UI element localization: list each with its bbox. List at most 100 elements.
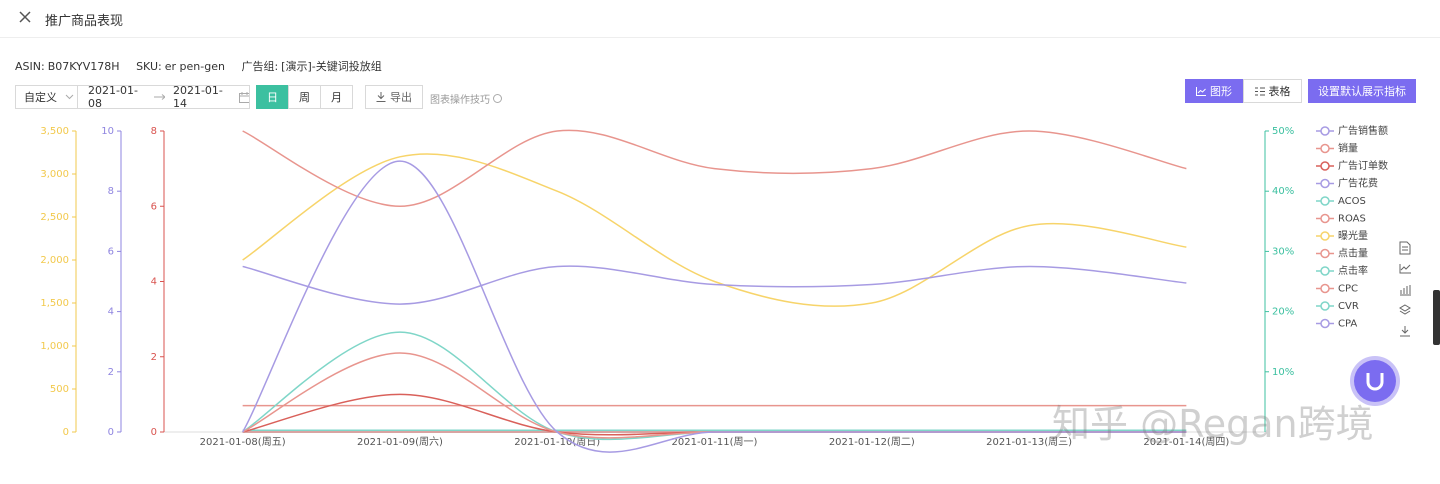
legend-label: 点击率 <box>1338 264 1368 277</box>
header: 推广商品表现 <box>0 0 1440 38</box>
granularity-month[interactable]: 月 <box>320 85 353 109</box>
x-tick-label: 2021-01-13(周三) <box>986 436 1072 448</box>
series-line <box>241 160 1187 453</box>
chart-icon <box>1196 86 1206 96</box>
legend-marker <box>1320 283 1330 294</box>
y-tick-label: 8 <box>108 186 114 197</box>
download-icon <box>376 92 386 102</box>
legend-marker <box>1320 266 1330 276</box>
end-date: 2021-01-14 <box>172 84 223 110</box>
legend-label: CPA <box>1338 319 1357 330</box>
legend-label: 广告销售额 <box>1338 124 1388 137</box>
y-tick-label: 50% <box>1272 126 1294 137</box>
export-button[interactable]: 导出 <box>365 85 423 109</box>
help-icon <box>493 94 502 103</box>
table-icon <box>1254 87 1265 95</box>
legend-marker <box>1320 248 1330 259</box>
info-row: ASIN: B07KYV178H SKU: er pen-gen 广告组: [演示]-… <box>15 58 395 74</box>
y-tick-label: 40% <box>1272 186 1294 197</box>
y-tick-label: 500 <box>50 384 69 395</box>
legend-marker <box>1320 196 1330 206</box>
y-tick-label: 1,500 <box>40 298 69 309</box>
tool-line <box>1399 264 1411 274</box>
y-tick-label: 6 <box>151 201 157 212</box>
y-tick-label: 6 <box>108 246 114 257</box>
tool-data-view <box>1399 241 1411 255</box>
y-tick-label: 1,000 <box>40 341 69 352</box>
granularity-day[interactable]: 日 <box>256 85 289 109</box>
tool-stack <box>1399 304 1411 315</box>
y-tick-label: 30% <box>1272 246 1294 257</box>
legend-marker <box>1320 213 1330 224</box>
legend-label: 曝光量 <box>1338 229 1368 242</box>
range-select[interactable]: 自定义 <box>15 85 78 109</box>
y-tick-label: 2,000 <box>40 255 69 266</box>
date-range[interactable]: 2021-01-08 2021-01-14 <box>77 84 250 110</box>
arrow <box>154 94 165 100</box>
export-text: 导出 <box>390 91 412 104</box>
title: 推广商品表现 <box>45 14 124 29</box>
legend-label: 点击量 <box>1338 248 1368 260</box>
range-select-text: 自定义 <box>24 91 57 104</box>
calendar-icon <box>239 91 249 103</box>
side-tab <box>1433 290 1440 345</box>
x-tick-label: 2021-01-11(周一) <box>672 436 758 448</box>
x-tick-label: 2021-01-09(周六) <box>357 436 443 448</box>
view-table-text: 表格 <box>1268 85 1291 98</box>
legend-label: ACOS <box>1338 196 1366 207</box>
granularity: 日 周 月 <box>256 85 353 109</box>
y-tick-label: 0 <box>151 427 157 438</box>
y-tick-label: 2 <box>108 367 114 378</box>
view-chart-text: 图形 <box>1210 85 1232 98</box>
legend-marker <box>1320 231 1330 241</box>
x-tick-label: 2021-01-08(周五) <box>200 436 286 448</box>
watermark: 知乎 @Regan跨境 <box>1052 402 1374 446</box>
chevron <box>65 94 74 100</box>
legend-marker <box>1320 143 1330 154</box>
assistant-badge-icon <box>1366 373 1384 391</box>
info-value: er pen-gen <box>164 60 225 73</box>
y-tick-label: 10% <box>1272 367 1294 378</box>
y-tick-label: 8 <box>151 126 157 137</box>
legend-label: 销量 <box>1338 142 1358 155</box>
view-chart[interactable]: 图形 <box>1185 79 1243 103</box>
close-icon[interactable] <box>19 11 31 23</box>
legend-marker <box>1320 161 1330 171</box>
info-label: 广告组: <box>241 60 279 73</box>
series-line <box>242 153 1187 307</box>
start-date: 2021-01-08 <box>88 84 138 110</box>
y-tick-label: 2 <box>151 352 157 363</box>
tips-link[interactable]: 图表操作技巧 <box>430 91 502 106</box>
settings-button[interactable]: 设置默认展示指标 <box>1308 79 1416 103</box>
toolbox <box>1399 241 1411 337</box>
series-line <box>242 393 1187 436</box>
y-tick-label: 0 <box>108 427 114 438</box>
legend-marker <box>1320 178 1330 189</box>
legend-label: 广告花费 <box>1338 177 1378 190</box>
info-label: SKU: <box>136 60 162 73</box>
series-line <box>242 265 1187 305</box>
granularity-week[interactable]: 周 <box>288 85 321 109</box>
y-tick-label: 20% <box>1272 307 1294 318</box>
legend-label: CPC <box>1338 284 1358 295</box>
assistant-badge <box>1354 360 1396 402</box>
y-tick-label: 3,000 <box>40 169 69 180</box>
legend-label: 广告订单数 <box>1338 159 1388 172</box>
y-tick-label: 4 <box>151 277 157 288</box>
tips-text: 图表操作技巧 <box>430 95 490 106</box>
legend-label: CVR <box>1338 301 1359 312</box>
legend-marker <box>1320 301 1330 311</box>
tool-bar <box>1400 285 1411 296</box>
series-line <box>242 129 1187 208</box>
x-tick-label: 2021-01-12(周二) <box>829 436 915 448</box>
info-value: B07KYV178H <box>47 60 120 73</box>
x-tick-label: 2021-01-14(周四) <box>1143 436 1229 448</box>
legend-marker <box>1320 318 1330 329</box>
tool-save <box>1400 326 1410 337</box>
info-value: [演示]-关键词投放组 <box>281 60 382 73</box>
view-table[interactable]: 表格 <box>1243 79 1302 103</box>
y-tick-label: 2,500 <box>40 212 69 223</box>
series-line <box>242 331 1187 441</box>
